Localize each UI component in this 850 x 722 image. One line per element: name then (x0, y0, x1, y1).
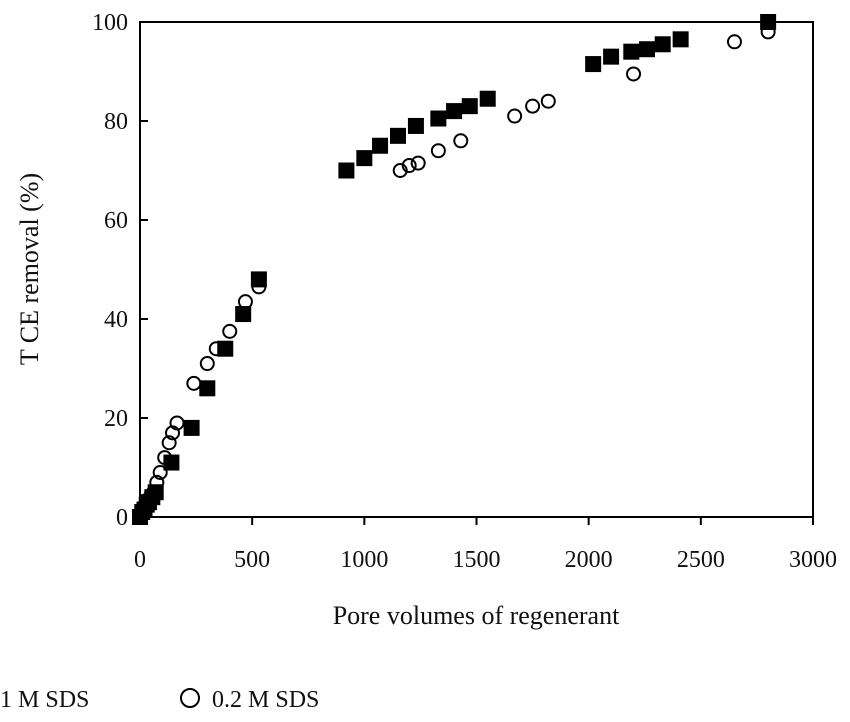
point-series-1 (163, 454, 180, 471)
point-series-1 (356, 150, 373, 167)
point-series-2 (237, 294, 253, 310)
point-series-1 (654, 36, 671, 53)
point-series-2 (410, 155, 426, 171)
point-series-1 (235, 306, 252, 323)
legend-label-0-2m-sds: 0.2 M SDS (212, 687, 319, 713)
y-tick-label: 40 (104, 307, 128, 333)
point-series-2 (251, 279, 267, 295)
x-axis: 0 500 1000 1500 2000 2500 3000 (134, 517, 837, 573)
point-series-2 (726, 34, 742, 50)
point-series-1 (338, 162, 355, 179)
x-tick-label: 2500 (677, 547, 725, 573)
point-series-2 (186, 375, 202, 391)
point-series-2 (430, 143, 446, 159)
point-series-1 (199, 380, 216, 397)
point-series-2 (157, 450, 173, 466)
y-tick-label: 80 (104, 109, 128, 135)
point-series-2 (760, 24, 776, 40)
point-series-2 (525, 98, 541, 114)
y-axis: 0 20 40 60 80 100 (92, 10, 148, 531)
point-series-1 (372, 137, 389, 154)
point-series-1 (623, 43, 640, 60)
plot-frame (139, 21, 814, 518)
y-tick-label: 20 (104, 406, 128, 432)
point-series-1 (603, 48, 620, 65)
point-series-1 (446, 103, 463, 120)
point-series-2 (453, 133, 469, 149)
point-series-2 (540, 93, 556, 109)
point-series-1 (479, 90, 496, 107)
point-series-2 (145, 484, 161, 500)
point-series-1 (672, 31, 689, 48)
point-series-1 (389, 127, 406, 144)
y-tick-label: 100 (92, 10, 128, 36)
x-tick-label: 2000 (565, 547, 613, 573)
point-series-2 (507, 108, 523, 124)
point-series-2 (626, 66, 642, 82)
point-series-2 (161, 435, 177, 451)
x-axis-title: Pore volumes of regenerant (333, 601, 620, 630)
point-series-2 (199, 356, 215, 372)
point-series-1 (585, 56, 602, 73)
y-tick-label: 0 (116, 505, 128, 531)
x-tick-label: 0 (134, 547, 146, 573)
x-tick-label: 1000 (340, 547, 388, 573)
y-axis-title: T CE removal (%) (15, 173, 44, 365)
point-series-2 (152, 464, 168, 480)
x-tick-label: 500 (234, 547, 270, 573)
point-series-1 (407, 117, 424, 134)
point-series-2 (401, 158, 417, 174)
point-series-1 (461, 98, 478, 115)
data-marks (132, 14, 777, 525)
y-tick-label: 60 (104, 208, 128, 234)
point-series-1 (430, 110, 447, 127)
point-series-2 (169, 415, 185, 431)
x-tick-label: 3000 (789, 547, 837, 573)
point-series-2 (208, 341, 224, 357)
legend: 1 M SDS 0.2 M SDS (0, 687, 319, 713)
legend-label-1m-sds: 1 M SDS (0, 687, 89, 713)
point-series-2 (222, 323, 238, 339)
legend-symbol-open-circle (180, 688, 200, 708)
point-series-1 (183, 419, 200, 436)
point-series-1 (638, 41, 655, 58)
point-series-2 (149, 474, 165, 490)
x-tick-label: 1500 (453, 547, 501, 573)
